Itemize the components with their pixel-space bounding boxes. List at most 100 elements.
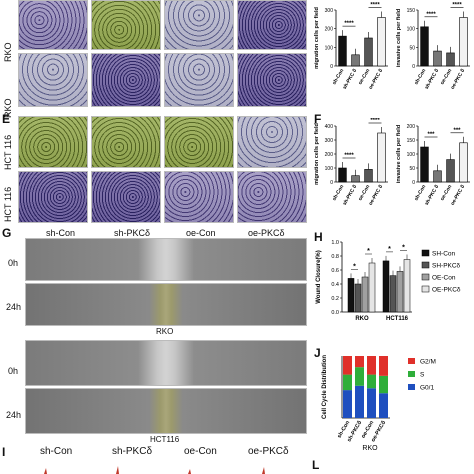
g-caption-rko: RKO [156, 327, 174, 336]
g-column-oe-pkcd: oe-PKCδ [248, 228, 285, 238]
bar [446, 52, 455, 67]
panel-label-h: H [314, 230, 323, 244]
bar [351, 54, 360, 67]
bar [420, 146, 429, 183]
i-column-oe-pkcd: oe-PKCδ [248, 446, 289, 457]
micrograph-d-2-3 [164, 53, 234, 107]
micrograph-e-1-2 [91, 116, 161, 168]
bar [338, 35, 347, 67]
panel-label-f: F [314, 112, 322, 126]
panel-label-e: E [2, 112, 11, 126]
y-tick-label: 0 [330, 64, 333, 70]
g-row-0h-1: 0h [8, 258, 19, 268]
micrograph-e-2-2 [91, 171, 161, 223]
bar [347, 278, 355, 313]
y-axis-label: migration cells per field [314, 7, 320, 69]
y-tick-label: 200 [325, 152, 334, 158]
wound-rko-24h [25, 283, 307, 326]
i-column-sh-pkcd: sh-PKCδ [112, 446, 153, 457]
panel-label-j: J [314, 346, 321, 360]
micrograph-e-1-3 [164, 116, 234, 168]
bar [364, 37, 373, 67]
stacked-bar-segment [379, 375, 388, 394]
bar [382, 260, 390, 313]
micrograph-e-2-3 [164, 171, 234, 223]
x-tick-label: HCT116 [386, 316, 409, 322]
wound-rko-0h [25, 238, 307, 281]
row-label-hct116-1: HCT 116 [3, 134, 13, 170]
stacked-bar-segment [367, 356, 376, 375]
significance-label: * [388, 246, 391, 253]
bar [433, 170, 442, 183]
bar [377, 17, 386, 67]
significance-label: *** [453, 128, 461, 134]
chart-j-cell-cycle: Cell Cycle Distributionsh-Consh-PKCδoe-C… [322, 355, 436, 452]
legend-label: SH-PKCδ [432, 263, 461, 270]
legend-swatch [421, 261, 430, 269]
bar [459, 142, 468, 183]
stacked-bar-segment [379, 356, 388, 376]
y-tick-label: 150 [407, 138, 416, 144]
y-tick-label: 200 [325, 27, 334, 33]
y-axis-label: Wound Closure(%) [316, 250, 322, 304]
significance-label: **** [344, 21, 354, 27]
g-column-oe-con: oe-Con [186, 228, 216, 238]
significance-label: * [402, 245, 405, 252]
legend-label: G0/1 [420, 385, 434, 392]
significance-label: *** [427, 132, 435, 138]
y-axis-label: migration cells per field [314, 123, 320, 185]
micrograph-d-1-1 [18, 0, 88, 50]
bar [459, 17, 468, 67]
stacked-bar-segment [355, 356, 364, 368]
legend-swatch [421, 285, 430, 293]
y-axis-label: Cell Cycle Distribution [322, 355, 328, 419]
panel-label-l: L [312, 458, 320, 472]
g-column-sh-pkcd: sh-PKCδ [114, 228, 151, 238]
y-axis-label: invasive cells per field [396, 125, 402, 183]
y-tick-label: 0 [412, 180, 415, 186]
stacked-bar-segment [343, 374, 352, 391]
y-tick-label: 100 [407, 27, 416, 33]
wound-hct116-24h [25, 388, 307, 434]
micrograph-e-1-1 [18, 116, 88, 168]
g-caption-hct116: HCT116 [150, 435, 180, 444]
y-tick-label: 0 [412, 64, 415, 70]
x-axis-label: RKO [362, 445, 378, 452]
stacked-bar-segment [367, 374, 376, 389]
g-column-sh-con: sh-Con [46, 228, 76, 238]
legend-label: S [420, 372, 425, 379]
y-tick-label: 150 [407, 8, 416, 14]
micrograph-e-1-4 [237, 116, 307, 168]
i-column-oe-con: oe-Con [184, 446, 217, 457]
y-tick-label: 100 [325, 45, 334, 51]
y-tick-label: 0.8 [331, 254, 339, 260]
g-row-24h-2: 24h [6, 410, 22, 420]
significance-label: **** [426, 12, 436, 18]
g-row-0h-2: 0h [8, 366, 19, 376]
chart-h-wound-closure: 0.0 0.2 0.4 0.6 0.8 1.0 Wound Closure(%) RKO * * H… [316, 240, 461, 322]
stacked-bar-segment [355, 367, 364, 386]
legend-swatch [408, 384, 415, 390]
y-tick-label: 50 [409, 166, 415, 172]
micrograph-d-1-4 [237, 0, 307, 50]
bar [338, 167, 347, 183]
significance-label: **** [344, 153, 354, 159]
stacked-bar-segment [343, 356, 352, 375]
significance-label: * [367, 248, 370, 255]
legend-swatch [421, 273, 430, 281]
stacked-bar-segment [367, 388, 376, 418]
bar [396, 271, 404, 313]
bar [420, 26, 429, 67]
bar [351, 175, 360, 183]
bar [361, 276, 369, 313]
bar [389, 275, 397, 313]
panel-label-g: G [2, 226, 12, 240]
y-axis-label: invasive cells per field [396, 9, 402, 67]
row-label-rko-1: RKO [3, 42, 13, 62]
legend-swatch [421, 249, 430, 257]
y-tick-label: 0.0 [331, 310, 339, 316]
